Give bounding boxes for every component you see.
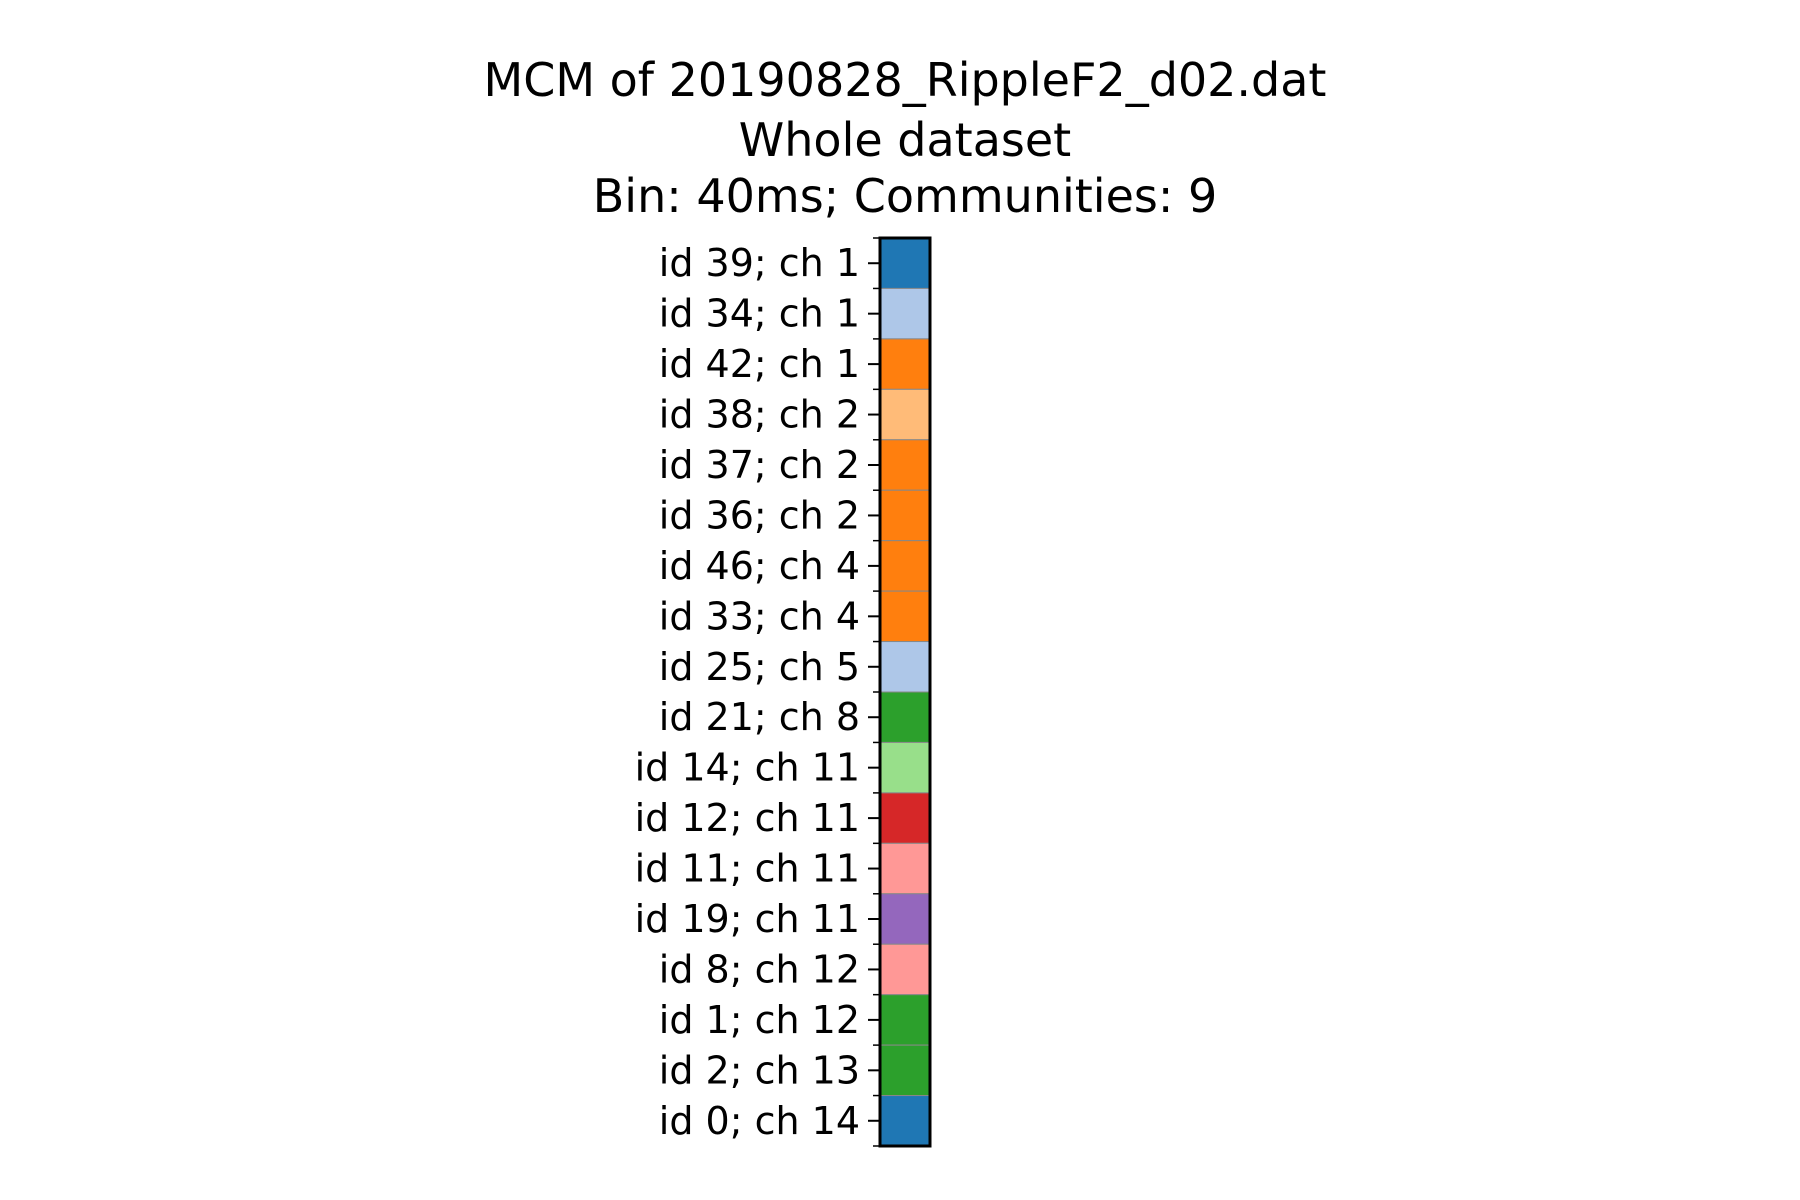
community-cell (879, 287, 931, 340)
community-cell (879, 388, 931, 441)
y-tick-label: id 11; ch 11 (635, 847, 860, 891)
y-tick-label: id 36; ch 2 (659, 493, 860, 537)
y-tick-label: id 33; ch 4 (659, 594, 860, 638)
title-line-3: Bin: 40ms; Communities: 9 (593, 169, 1217, 223)
title-line-2: Whole dataset (739, 113, 1071, 167)
community-cell (879, 237, 931, 289)
chart-title: MCM of 20190828_RippleF2_d02.dat Whole d… (484, 53, 1327, 223)
community-cell (879, 691, 931, 743)
y-tick-label: id 37; ch 2 (659, 443, 860, 487)
community-cell (879, 893, 931, 945)
y-tick-label: id 42; ch 1 (659, 342, 860, 386)
community-cell (879, 792, 931, 844)
community-cell (879, 994, 931, 1046)
community-cell (879, 338, 931, 390)
y-tick-label: id 46; ch 4 (659, 544, 860, 588)
title-line-1: MCM of 20190828_RippleF2_d02.dat (484, 53, 1327, 107)
community-cells (879, 237, 931, 1147)
y-tick-label: id 19; ch 11 (635, 897, 860, 941)
y-tick-label: id 21; ch 8 (659, 695, 860, 739)
y-axis-ticks (868, 237, 880, 1147)
community-cell (879, 540, 931, 592)
y-tick-label: id 34; ch 1 (659, 292, 860, 336)
community-cell (879, 590, 931, 643)
community-cell (879, 741, 931, 794)
y-tick-label: id 14; ch 11 (635, 746, 860, 790)
y-tick-label: id 25; ch 5 (659, 645, 860, 689)
y-tick-label: id 0; ch 14 (659, 1099, 860, 1143)
y-tick-label: id 8; ch 12 (659, 947, 860, 991)
y-tick-label: id 39; ch 1 (659, 241, 860, 285)
community-cell (879, 842, 931, 895)
y-axis-tick-labels: id 39; ch 1 id 34; ch 1 id 42; ch 1 id 38; … (635, 241, 860, 1143)
plot-frame (878, 236, 932, 1148)
y-tick-label: id 38; ch 2 (659, 393, 860, 437)
community-cell (879, 489, 931, 542)
community-cell (879, 1095, 931, 1147)
community-cell (879, 439, 931, 491)
y-tick-label: id 2; ch 13 (659, 1048, 860, 1092)
y-tick-label: id 1; ch 12 (659, 998, 860, 1042)
y-tick-label: id 12; ch 11 (635, 796, 860, 840)
community-cell (879, 943, 931, 996)
community-cell (879, 641, 931, 693)
community-cell (879, 1044, 931, 1097)
